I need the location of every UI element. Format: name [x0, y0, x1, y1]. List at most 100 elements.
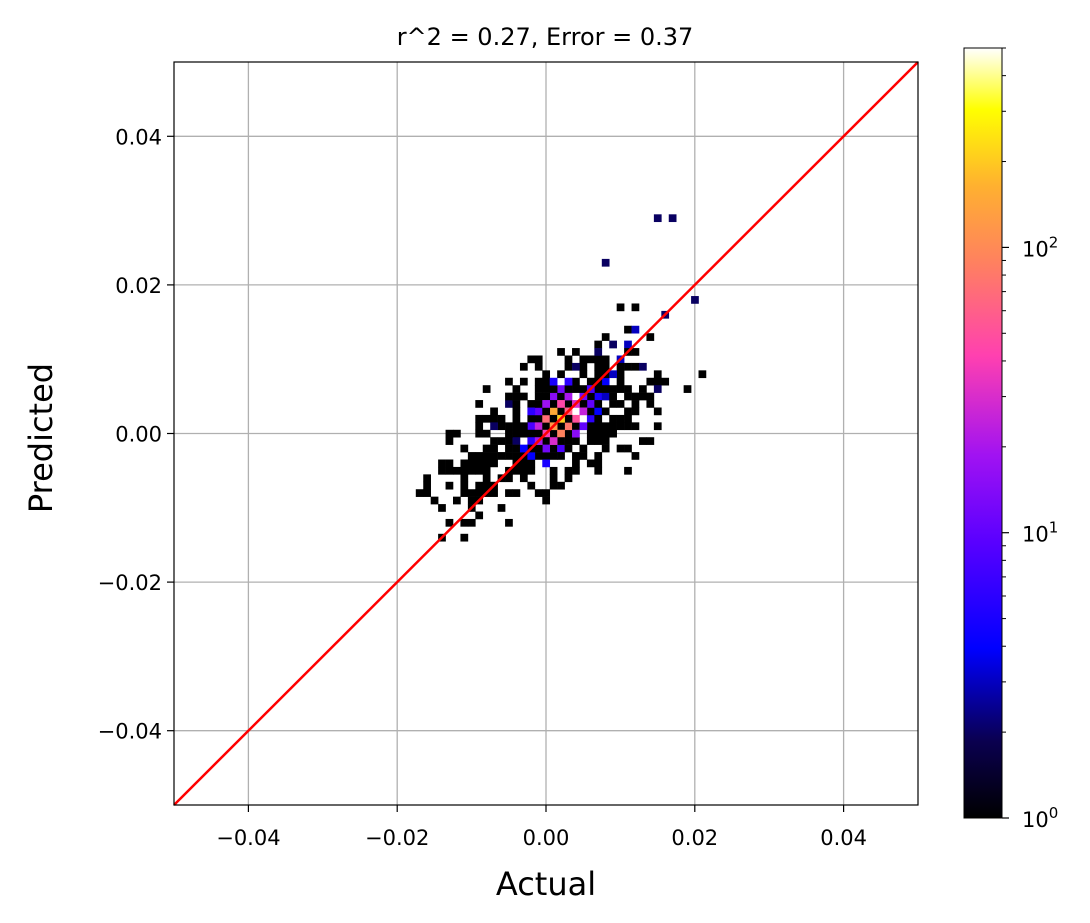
- colorbar-tick-label: 100: [1022, 804, 1058, 832]
- x-tick-label: 0.04: [820, 826, 867, 850]
- histogram-bin: [512, 422, 521, 431]
- histogram-bin: [624, 340, 632, 349]
- histogram-bin: [527, 429, 536, 438]
- histogram-bin: [460, 489, 469, 497]
- histogram-bin: [564, 466, 573, 475]
- histogram-bin: [586, 400, 595, 408]
- histogram-bin: [653, 214, 662, 223]
- histogram-bin: [445, 481, 454, 490]
- y-axis-label: Predicted: [22, 363, 60, 513]
- histogram-bin: [631, 452, 640, 460]
- histogram-bin: [482, 429, 491, 438]
- histogram-bin: [631, 325, 640, 334]
- histogram-bin: [482, 414, 491, 423]
- histogram-bin: [579, 355, 588, 364]
- histogram-bin: [594, 362, 603, 371]
- histogram-bin: [527, 481, 536, 490]
- histogram-bin: [475, 459, 484, 468]
- histogram-bin: [534, 355, 543, 364]
- histogram-bin: [586, 392, 595, 401]
- histogram-bin: [557, 385, 565, 393]
- histogram-bin: [698, 370, 707, 379]
- colorbar: 100 101 102: [963, 47, 1058, 832]
- y-tick-label: −0.04: [98, 720, 162, 744]
- histogram-bin: [579, 422, 588, 431]
- histogram-bin: [586, 437, 595, 445]
- identity-line: [173, 61, 919, 806]
- histogram-bin: [527, 422, 536, 431]
- histogram-bin: [549, 407, 558, 416]
- histogram-bin: [572, 452, 580, 460]
- histogram-bin: [519, 422, 528, 431]
- histogram-bin: [594, 437, 603, 445]
- histogram-bin: [564, 422, 573, 431]
- histogram-bin: [639, 392, 647, 401]
- histogram-bin: [594, 370, 603, 379]
- histogram-bin: [453, 429, 461, 438]
- histogram-bin: [460, 459, 469, 468]
- histogram-bin: [482, 385, 491, 393]
- histogram-bin: [505, 518, 513, 527]
- histogram-bin: [534, 452, 543, 460]
- histogram-bin: [512, 489, 521, 497]
- histogram-bin: [549, 400, 558, 408]
- histogram-bin: [467, 496, 476, 505]
- histogram-bin: [594, 452, 603, 460]
- histogram-bin: [557, 407, 565, 416]
- histogram-bin: [527, 452, 536, 460]
- histogram-bin: [423, 489, 431, 497]
- histogram-bin: [557, 452, 565, 460]
- histogram-bin: [490, 422, 498, 431]
- histogram-bin: [594, 466, 603, 475]
- histogram-bin: [505, 444, 513, 453]
- histogram-bin: [624, 422, 632, 431]
- histogram-bin: [557, 392, 565, 401]
- histogram-bins: [415, 214, 707, 542]
- histogram-bin: [497, 414, 506, 423]
- histogram-bin: [616, 385, 625, 393]
- histogram-bin: [683, 385, 692, 393]
- histogram-bin: [482, 474, 491, 483]
- histogram-bin: [668, 214, 677, 223]
- x-axis-label: Actual: [496, 865, 596, 903]
- histogram-bin: [646, 377, 655, 386]
- histogram-bin: [601, 333, 610, 341]
- histogram-bin: [438, 504, 446, 512]
- histogram-bin: [609, 340, 617, 349]
- histogram-bin: [423, 481, 431, 490]
- histogram-bin: [579, 407, 588, 416]
- colorbar-gradient: [963, 47, 1003, 819]
- histogram-bin: [646, 437, 655, 445]
- histogram-bin: [482, 452, 491, 460]
- histogram-bin: [542, 414, 551, 423]
- histogram-bin: [616, 377, 625, 386]
- histogram-bin: [497, 422, 506, 431]
- histogram-bin: [601, 444, 610, 453]
- histogram-bin: [572, 414, 580, 423]
- histogram-bin: [534, 392, 543, 401]
- histogram-bin: [512, 466, 521, 475]
- histogram-bin: [527, 437, 536, 445]
- histogram-bin: [557, 444, 565, 453]
- histogram-bin: [646, 400, 655, 408]
- histogram-bin: [616, 362, 625, 371]
- histogram-bin: [609, 392, 617, 401]
- histogram-bin: [616, 370, 625, 379]
- histogram-bin: [475, 414, 484, 423]
- histogram-bin: [594, 429, 603, 438]
- histogram-bin: [430, 496, 439, 505]
- histogram-bin: [445, 466, 454, 475]
- histogram-bin: [527, 466, 536, 475]
- histogram-bin: [549, 474, 558, 483]
- histogram-bin: [579, 400, 588, 408]
- histogram-bin: [490, 437, 498, 445]
- y-tick-label: 0.00: [115, 423, 162, 447]
- histogram-bin: [639, 437, 647, 445]
- histogram-bin: [460, 533, 469, 542]
- histogram-bin: [661, 377, 670, 386]
- histogram-bin: [527, 407, 536, 416]
- histogram-bin: [653, 385, 662, 393]
- histogram-bin: [557, 370, 565, 379]
- histogram-bin: [564, 392, 573, 401]
- histogram-bin: [653, 370, 662, 379]
